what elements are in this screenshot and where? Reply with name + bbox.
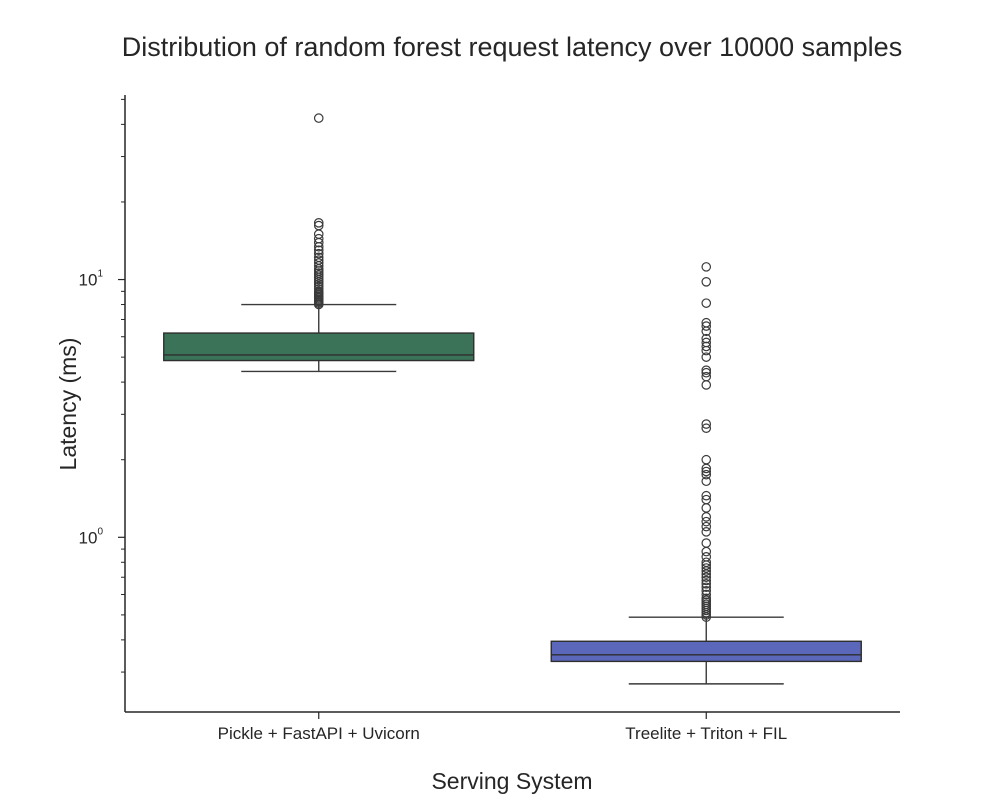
outlier-point — [701, 586, 712, 596]
plot-area — [163, 113, 862, 685]
outlier-point — [313, 286, 324, 297]
y-axis-label: Latency (ms) — [55, 338, 81, 471]
outlier-point — [701, 546, 712, 557]
outlier-point — [313, 258, 324, 268]
outlier-point — [701, 589, 712, 600]
outlier-point — [701, 563, 712, 573]
outlier-point — [313, 113, 324, 123]
outlier-point — [701, 321, 712, 331]
outlier-point — [313, 255, 324, 265]
box — [550, 640, 862, 663]
outlier-point — [701, 423, 712, 434]
outlier-point — [701, 582, 712, 593]
outlier-point — [701, 490, 712, 501]
box — [163, 332, 475, 362]
outlier-point — [701, 572, 712, 583]
chart-title: Distribution of random forest request la… — [122, 32, 902, 62]
outlier-point — [701, 454, 712, 465]
outlier-point — [701, 337, 712, 348]
y-tick-label: 100 — [79, 526, 104, 547]
outlier-point — [701, 333, 712, 344]
outlier-point — [701, 380, 712, 390]
outlier-point — [701, 516, 712, 527]
outlier-point — [701, 476, 712, 487]
outlier-point — [701, 557, 712, 568]
outlier-point — [313, 252, 324, 263]
outlier-point — [701, 552, 712, 562]
outlier-point — [701, 466, 712, 477]
outlier-point — [313, 233, 324, 244]
outlier-point — [701, 575, 712, 586]
y-tick-label: 101 — [79, 269, 104, 290]
outlier-point — [701, 494, 712, 505]
outlier-point — [701, 527, 712, 537]
outlier-point — [313, 248, 324, 259]
outlier-point — [701, 262, 712, 272]
outlier-point — [313, 245, 324, 255]
outlier-point — [701, 593, 712, 604]
x-tick-label: Treelite + Triton + FIL — [625, 724, 787, 743]
axes: 100 101 Pickle + FastAPI + Uvicorn Treelite… — [79, 95, 900, 743]
outlier-point — [701, 277, 712, 287]
outlier-point — [701, 419, 712, 429]
x-axis-label: Serving System — [431, 768, 592, 794]
box-group — [163, 113, 475, 373]
outlier-point — [701, 365, 712, 375]
outlier-point — [701, 503, 712, 513]
outlier-point — [313, 281, 324, 292]
outlier-point — [701, 469, 712, 480]
outlier-point — [701, 371, 712, 382]
outlier-point — [701, 367, 712, 378]
outlier-point — [701, 352, 712, 362]
x-tick-label: Pickle + FastAPI + Uvicorn — [218, 724, 420, 743]
outlier-point — [701, 538, 712, 548]
box-group — [550, 262, 862, 685]
outlier-point — [701, 579, 712, 589]
outlier-point — [313, 218, 324, 228]
outlier-point — [701, 317, 712, 328]
outlier-point — [313, 220, 324, 231]
outlier-point — [313, 284, 324, 294]
outlier-point — [701, 298, 712, 308]
outlier-point — [701, 521, 712, 532]
